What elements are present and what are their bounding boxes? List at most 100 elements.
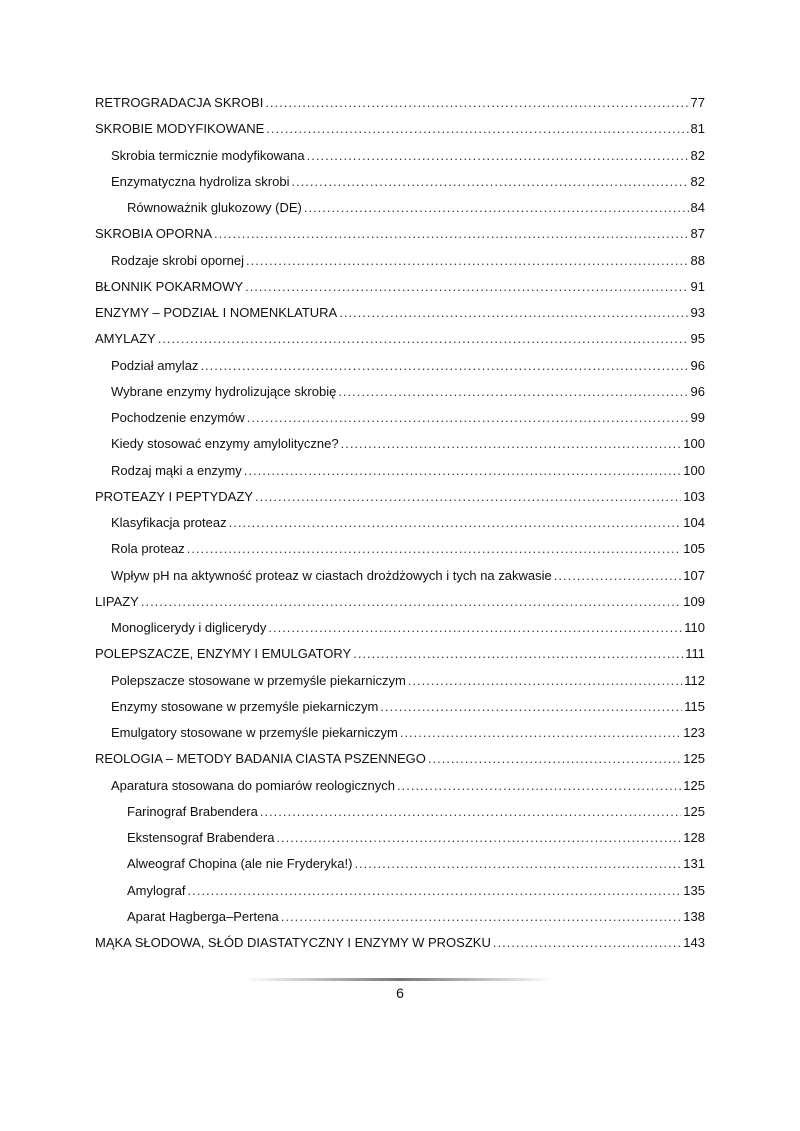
dot-leader (380, 699, 682, 714)
toc-entry-title: Kiedy stosować enzymy amylolityczne? (111, 436, 339, 452)
dot-leader (246, 253, 689, 268)
toc-entry[interactable]: REOLOGIA – METODY BADANIA CIASTA PSZENNE… (95, 751, 705, 777)
toc-entry-page: 107 (683, 567, 705, 583)
toc-entry-page: 81 (690, 121, 705, 137)
toc-entry[interactable]: SKROBIE MODYFIKOWANE 81 (95, 121, 705, 147)
toc-entry-page: 104 (683, 515, 705, 530)
toc-entry-page: 82 (690, 173, 705, 189)
toc-entry[interactable]: AMYLAZY 95 (95, 331, 705, 357)
toc-entry[interactable]: PROTEAZY I PEPTYDAZY 103 (95, 489, 705, 515)
toc-entry-title: ENZYMY – PODZIAŁ I NOMENKLATURA (95, 305, 338, 320)
toc-entry-title: Amylograf (127, 882, 186, 898)
toc-entry[interactable]: Rola proteaz 105 (95, 541, 705, 567)
toc-entry-page: 110 (684, 620, 705, 635)
toc-entry-title: RETROGRADACJA SKROBI (95, 95, 264, 110)
toc-entry-title: Podział amylaz (111, 357, 199, 373)
toc-entry-page: 125 (683, 803, 705, 819)
toc-entry[interactable]: Ekstensograf Brabendera 128 (95, 830, 705, 856)
page-number: 6 (396, 985, 404, 1001)
toc-entry-title: Skrobia termicznie modyfikowana (111, 147, 305, 163)
dot-leader (247, 410, 689, 425)
dot-leader (554, 568, 682, 583)
toc-entry-page: 82 (690, 147, 705, 163)
toc-entry-page: 125 (683, 777, 705, 793)
footer-divider (245, 978, 555, 981)
toc-entry[interactable]: Kiedy stosować enzymy amylolityczne? 100 (95, 436, 705, 462)
toc-entry[interactable]: SKROBIA OPORNA 87 (95, 226, 705, 252)
dot-leader (158, 331, 689, 346)
toc-entry[interactable]: RETROGRADACJA SKROBI 77 (95, 95, 705, 121)
toc-entry[interactable]: Polepszacze stosowane w przemyśle piekar… (95, 673, 705, 699)
dot-leader (268, 620, 682, 635)
toc-entry-page: 100 (683, 462, 705, 478)
dot-leader (338, 384, 688, 399)
toc-entry[interactable]: POLEPSZACZE, ENZYMY I EMULGATORY 111 (95, 646, 705, 672)
toc-entry-title: SKROBIA OPORNA (95, 226, 213, 242)
toc-entry-title: Farinograf Brabendera (127, 803, 258, 819)
toc-entry[interactable]: Alweograf Chopina (ale nie Fryderyka!) 13… (95, 856, 705, 882)
toc-entry[interactable]: Wpływ pH na aktywność proteaz w ciastach… (95, 568, 705, 594)
toc-entry-page: 96 (690, 357, 705, 373)
dot-leader (187, 541, 682, 556)
toc-entry-title: Enzymy stosowane w przemyśle piekarniczy… (111, 698, 379, 714)
dot-leader (307, 148, 689, 163)
dot-leader (245, 279, 688, 294)
toc-entry[interactable]: Równoważnik glukozowy (DE) 84 (95, 200, 705, 226)
dot-leader (229, 515, 682, 530)
toc-entry[interactable]: Klasyfikacja proteaz 104 (95, 515, 705, 541)
toc-entry-page: 143 (683, 935, 705, 950)
toc-entry[interactable]: Rodzaje skrobi opornej 88 (95, 253, 705, 279)
toc-entry-page: 123 (683, 725, 705, 740)
toc-entry[interactable]: Aparatura stosowana do pomiarów reologic… (95, 778, 705, 804)
toc-entry-title: Alweograf Chopina (ale nie Fryderyka!) (127, 856, 353, 872)
toc-entry-title: Ekstensograf Brabendera (127, 830, 275, 845)
toc-entry[interactable]: Farinograf Brabendera 125 (95, 804, 705, 830)
dot-leader (276, 830, 681, 845)
toc-entry[interactable]: Enzymy stosowane w przemyśle piekarniczy… (95, 699, 705, 725)
table-of-contents: RETROGRADACJA SKROBI 77 SKROBIE MODYFIKOWA… (95, 95, 705, 961)
toc-entry-title: Wybrane enzymy hydrolizujące skrobię (111, 383, 337, 399)
toc-entry-title: Polepszacze stosowane w przemyśle piekar… (111, 672, 406, 688)
toc-entry[interactable]: Monoglicerydy i diglicerydy 110 (95, 620, 705, 646)
toc-entry[interactable]: LIPAZY 109 (95, 594, 705, 620)
dot-leader (353, 646, 683, 661)
dot-leader (354, 856, 681, 871)
toc-entry[interactable]: Emulgatory stosowane w przemyśle piekarn… (95, 725, 705, 751)
toc-entry-title: BŁONNIK POKARMOWY (95, 278, 244, 294)
toc-entry[interactable]: Rodzaj mąki a enzymy 100 (95, 463, 705, 489)
toc-entry[interactable]: MĄKA SŁODOWA, SŁÓD DIASTATYCZNY I ENZYMY… (95, 935, 705, 961)
toc-entry-title: Rodzaje skrobi opornej (111, 252, 244, 268)
toc-entry[interactable]: BŁONNIK POKARMOWY 91 (95, 279, 705, 305)
toc-entry-page: 138 (683, 908, 705, 924)
dot-leader (400, 725, 681, 740)
dot-leader (255, 489, 681, 504)
toc-entry-page: 95 (690, 331, 705, 347)
dot-leader (188, 883, 682, 898)
toc-entry[interactable]: Aparat Hagberga–Pertena 138 (95, 909, 705, 935)
dot-leader (281, 909, 682, 924)
dot-leader (214, 226, 688, 241)
toc-entry-title: PROTEAZY I PEPTYDAZY (95, 488, 253, 504)
toc-entry[interactable]: ENZYMY – PODZIAŁ I NOMENKLATURA 93 (95, 305, 705, 331)
toc-entry-title: Pochodzenie enzymów (111, 410, 245, 425)
toc-entry-page: 93 (690, 305, 705, 320)
toc-entry-page: 96 (690, 383, 705, 399)
dot-leader (200, 358, 688, 373)
dot-leader (291, 174, 688, 189)
toc-entry[interactable]: Skrobia termicznie modyfikowana 82 (95, 148, 705, 174)
toc-entry[interactable]: Amylograf 135 (95, 883, 705, 909)
toc-entry-title: REOLOGIA – METODY BADANIA CIASTA PSZENNE… (95, 751, 426, 767)
toc-entry-title: Równoważnik glukozowy (DE) (127, 200, 302, 215)
toc-entry-page: 99 (690, 410, 705, 425)
toc-entry[interactable]: Wybrane enzymy hydrolizujące skrobię 96 (95, 384, 705, 410)
toc-entry-page: 128 (683, 830, 705, 845)
toc-entry-title: Monoglicerydy i diglicerydy (111, 620, 267, 635)
toc-entry[interactable]: Podział amylaz 96 (95, 358, 705, 384)
dot-leader (341, 436, 682, 451)
toc-entry-page: 131 (683, 856, 705, 872)
toc-entry[interactable]: Enzymatyczna hydroliza skrobi 82 (95, 174, 705, 200)
dot-leader (397, 778, 681, 793)
toc-entry-title: Aparat Hagberga–Pertena (127, 908, 279, 924)
dot-leader (266, 121, 688, 136)
toc-entry[interactable]: Pochodzenie enzymów 99 (95, 410, 705, 436)
